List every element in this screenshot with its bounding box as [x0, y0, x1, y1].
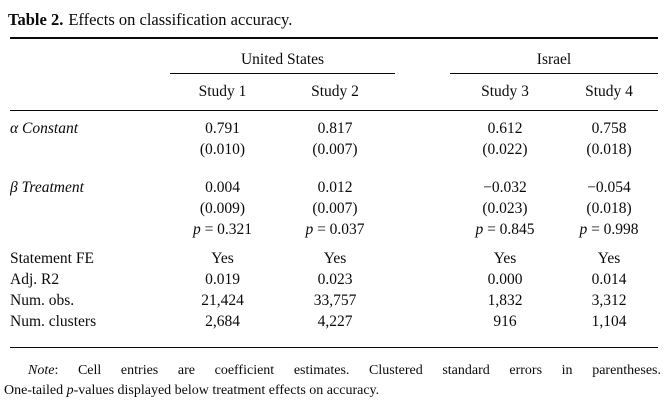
table-cell: 0.019 — [205, 271, 240, 288]
p-label: p — [475, 221, 484, 238]
table-cell: 0.791 — [205, 120, 240, 137]
table-row: Adj. R2 0.019 0.023 0.000 0.014 — [10, 269, 658, 290]
table-row: α Constant 0.791 0.817 0.612 0.758 — [10, 111, 658, 140]
p-label: p — [192, 221, 201, 238]
column-header-study-1: Study 1 — [170, 73, 275, 111]
table-cell: Yes — [323, 250, 347, 267]
table-row: Num. obs. 21,424 33,757 1,832 3,312 — [10, 290, 658, 311]
row-label: Num. obs. — [10, 292, 75, 309]
table-note: Note: Cell entries are coefficient estim… — [4, 361, 661, 401]
column-header-study-4: Study 4 — [560, 73, 659, 111]
group-header-row: United States Israel — [10, 38, 659, 74]
note-line-1: Note: Cell entries are coefficient estim… — [4, 361, 661, 381]
note-text: Note — [28, 363, 55, 378]
table-body: α Constant 0.791 0.817 0.612 0.758 (0.010) (0.… — [10, 111, 658, 348]
table-cell: 0.612 — [487, 120, 523, 137]
table-cell: (0.023) — [482, 200, 528, 217]
table-cell: p = 0.998 — [579, 221, 639, 238]
p-label: p — [579, 221, 588, 238]
table-cell: (0.009) — [199, 200, 246, 217]
column-gutter — [395, 219, 450, 240]
table-cell: 21,424 — [201, 292, 244, 309]
column-header-study-3: Study 3 — [450, 73, 560, 111]
column-gutter — [395, 290, 450, 311]
table-cell: Yes — [211, 250, 234, 267]
table-cell: (0.018) — [586, 141, 632, 158]
column-header-study-2: Study 2 — [275, 73, 395, 111]
table-number: Table 2. — [8, 10, 64, 29]
column-gutter — [395, 198, 450, 219]
table-row: Statement FE Yes Yes Yes Yes — [10, 240, 658, 269]
table-cell: p = 0.037 — [305, 221, 365, 238]
table-cell: 0.023 — [317, 271, 353, 288]
column-gutter — [395, 111, 450, 140]
table-cell: Yes — [597, 250, 621, 267]
table-cell: 916 — [493, 313, 517, 330]
table-row: Num. clusters 2,684 4,227 916 1,104 — [10, 311, 658, 348]
table-caption-text: Effects on classification accuracy. — [68, 10, 293, 29]
table-cell: 1,832 — [487, 292, 523, 309]
table-cell: 0.004 — [205, 179, 240, 196]
table-cell: 3,312 — [591, 292, 627, 309]
row-label: Num. clusters — [10, 313, 97, 330]
table-cell: 0.817 — [317, 120, 353, 137]
table-cell: (0.018) — [586, 200, 632, 217]
table-cell: 33,757 — [313, 292, 357, 309]
row-label — [10, 198, 170, 219]
column-gutter — [395, 269, 450, 290]
empty-cell — [10, 73, 170, 111]
row-label: β Treatment — [10, 179, 84, 196]
table-cell: 0.000 — [487, 271, 523, 288]
study-header-row: Study 1 Study 2 Study 3 Study 4 — [10, 73, 659, 111]
row-label: α Constant — [10, 120, 78, 137]
row-label: Adj. R2 — [10, 271, 60, 288]
note-text: : Cell entries are coefficient estimates… — [54, 363, 661, 378]
table-row: β Treatment 0.004 0.012 −0.032 −0.054 — [10, 160, 658, 198]
table-caption: Table 2. Effects on classification accura… — [8, 10, 657, 30]
column-gutter — [395, 311, 450, 348]
table-cell: (0.007) — [312, 200, 358, 217]
table-cell: Yes — [493, 250, 517, 267]
table-cell: −0.032 — [483, 179, 527, 196]
column-gutter — [395, 139, 450, 160]
table-cell: 4,227 — [317, 313, 353, 330]
table-cell: p = 0.321 — [192, 221, 253, 238]
table-cell: 1,104 — [591, 313, 627, 330]
empty-cell — [10, 38, 170, 74]
column-gutter — [395, 160, 450, 198]
table-cell: (0.007) — [312, 141, 358, 158]
table-cell: (0.022) — [482, 141, 528, 158]
results-table: United States Israel Study 1 Study 2 Stu… — [10, 37, 659, 348]
table-cell: 0.014 — [591, 271, 627, 288]
column-gutter — [395, 240, 450, 269]
table-cell: 0.012 — [317, 179, 353, 196]
table-cell: 2,684 — [205, 313, 240, 330]
p-label: p — [305, 221, 314, 238]
column-gutter — [395, 73, 450, 111]
table-cell: p = 0.845 — [475, 221, 535, 238]
note-text: -values displayed below treatment effect… — [73, 383, 380, 398]
note-line-2: One-tailed p-values displayed below trea… — [4, 381, 661, 401]
row-label — [10, 219, 170, 240]
note-text: One-tailed — [4, 383, 67, 398]
table-row: p = 0.321 p = 0.037 p = 0.845 p = 0.998 — [10, 219, 658, 240]
group-header-israel: Israel — [450, 38, 659, 74]
group-header-united-states: United States — [170, 38, 395, 74]
column-gutter — [395, 38, 450, 74]
row-label: Statement FE — [10, 250, 94, 267]
table-row: (0.009) (0.007) (0.023) (0.018) — [10, 198, 658, 219]
table-cell: (0.010) — [199, 141, 246, 158]
table-cell: 0.758 — [591, 120, 627, 137]
table-cell: −0.054 — [587, 179, 631, 196]
row-label — [10, 139, 170, 160]
note-text: p — [66, 383, 74, 398]
table-row: (0.010) (0.007) (0.022) (0.018) — [10, 139, 658, 160]
